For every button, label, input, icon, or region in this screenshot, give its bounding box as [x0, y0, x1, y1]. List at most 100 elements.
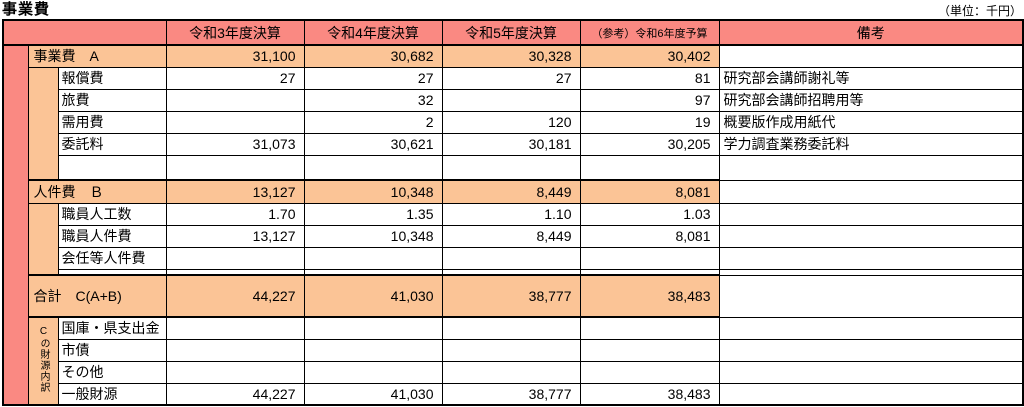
blank-a-r5: [441, 154, 581, 181]
row-label-juyohi: 需用費: [57, 110, 167, 134]
left-pink-band: [2, 44, 29, 406]
blank-label-a: [57, 154, 167, 181]
value-total-r4: 41,030: [303, 274, 443, 318]
value-hoshohi-r3: 27: [165, 66, 305, 90]
value-kainin-r5: [441, 246, 581, 270]
row-label-sonota: その他: [57, 360, 167, 384]
value-kainin-r3: [165, 246, 305, 270]
remarks-ryohi: 研究部会講師招聘用等: [718, 88, 1024, 112]
value-ryohi-r3: [165, 88, 305, 112]
row-label-ippan: 一般財源: [57, 382, 167, 406]
row-ninzu: 職員人工数 1.70 1.35 1.10 1.03: [3, 202, 1024, 276]
value-shisai-r6: [579, 338, 720, 362]
value-shisai-r5: [441, 338, 581, 362]
value-shokuin-r6: 8,081: [579, 224, 720, 248]
value-kokko-r5: [441, 316, 581, 340]
row-kainin: 会任等人件費: [3, 246, 1024, 270]
remarks-itakuryo: 学力調査業務委託料: [718, 132, 1024, 156]
page-title: 事業費: [2, 1, 51, 18]
value-ippan-r4: 41,030: [303, 382, 443, 406]
row-label-jinkenhi: 人件費 Ｂ: [27, 179, 167, 204]
row-kokko: Cの財源内訳 国庫・県支出金: [3, 316, 1024, 406]
remarks-sonota: [718, 360, 1024, 384]
value-ninzu-r3: 1.70: [165, 202, 305, 226]
remarks-juyohi: 概要版作成用紙代: [718, 110, 1024, 134]
value-sonota-r5: [441, 360, 581, 384]
row-hoshohi: 報償費 27 27 27 81 研究部会講師謝礼等: [3, 66, 1024, 181]
remarks-ninzu: [718, 202, 1024, 226]
value-jigyohi-r5: 30,328: [441, 44, 581, 68]
col-header-remarks: 備考: [718, 19, 1024, 46]
row-label-kainin: 会任等人件費: [57, 246, 167, 270]
value-kainin-r4: [303, 246, 443, 270]
remarks-jigyohi: [718, 44, 1024, 68]
header-label-cell: [2, 19, 167, 46]
row-label-shokuin: 職員人件費: [57, 224, 167, 248]
value-juyohi-r6: 19: [579, 110, 720, 134]
remarks-ippan: [718, 382, 1024, 406]
value-ryohi-r5: [441, 88, 581, 112]
budget-table: 令和3年度決算 令和4年度決算 令和5年度決算 （参考）令和6年度予算 備考 事…: [2, 19, 1024, 406]
value-hoshohi-r4: 27: [303, 66, 443, 90]
value-sonota-r6: [579, 360, 720, 384]
value-itakuryo-r5: 30,181: [441, 132, 581, 156]
value-sonota-r4: [303, 360, 443, 384]
value-ninzu-r6: 1.03: [579, 202, 720, 226]
value-shisai-r3: [165, 338, 305, 362]
value-ninzu-r5: 1.10: [441, 202, 581, 226]
value-jinkenhi-r5: 8,449: [441, 179, 581, 204]
remarks-kokko: [718, 316, 1024, 340]
row-jigyohi: 事業費 А 31,100 30,682 30,328 30,402: [2, 44, 1024, 406]
value-hoshohi-r5: 27: [441, 66, 581, 90]
remarks-jinkenhi: [718, 179, 1024, 204]
row-label-itakuryo: 委託料: [57, 132, 167, 156]
value-juyohi-r4: 2: [303, 110, 443, 134]
row-label-total: 合計 C(A+B): [27, 274, 167, 318]
value-juyohi-r3: [165, 110, 305, 134]
value-total-r6: 38,483: [579, 274, 720, 318]
value-jinkenhi-r3: 13,127: [165, 179, 305, 204]
value-itakuryo-r4: 30,621: [303, 132, 443, 156]
value-ryohi-r4: 32: [303, 88, 443, 112]
value-juyohi-r5: 120: [441, 110, 581, 134]
col-header-r5: 令和5年度決算: [441, 19, 581, 46]
blank-a-r3: [165, 154, 305, 181]
remarks-kainin: [718, 246, 1024, 270]
value-itakuryo-r6: 30,205: [579, 132, 720, 156]
indent-strip-b: [27, 202, 59, 276]
row-label-kokko: 国庫・県支出金: [57, 316, 167, 340]
remarks-blank-a: [718, 154, 1024, 181]
remarks-shokuin: [718, 224, 1024, 248]
value-shokuin-r4: 10,348: [303, 224, 443, 248]
row-label-hoshohi: 報償費: [57, 66, 167, 90]
row-ippan: 一般財源 44,227 41,030 38,777 38,483: [3, 382, 1024, 406]
row-label-jigyohi: 事業費 А: [27, 44, 167, 68]
value-total-r5: 38,777: [441, 274, 581, 318]
row-ryohi: 旅費 32 97 研究部会講師招聘用等: [3, 88, 1024, 112]
row-label-ryohi: 旅費: [57, 88, 167, 112]
row-juyohi: 需用費 2 120 19 概要版作成用紙代: [3, 110, 1024, 134]
remarks-hoshohi: 研究部会講師謝礼等: [718, 66, 1024, 90]
row-label-ninzu: 職員人工数: [57, 202, 167, 226]
row-shokuin: 職員人件費 13,127 10,348 8,449 8,081: [3, 224, 1024, 248]
value-hoshohi-r6: 81: [579, 66, 720, 90]
value-itakuryo-r3: 31,073: [165, 132, 305, 156]
blank-a-r6: [579, 154, 720, 181]
value-jinkenhi-r4: 10,348: [303, 179, 443, 204]
value-ninzu-r4: 1.35: [303, 202, 443, 226]
value-total-r3: 44,227: [165, 274, 305, 318]
value-shokuin-r5: 8,449: [441, 224, 581, 248]
row-itakuryo: 委託料 31,073 30,621 30,181 30,205 学力調査業務委託…: [3, 132, 1024, 156]
value-kokko-r4: [303, 316, 443, 340]
row-total: 合計 C(A+B) 44,227 41,030 38,777 38,483: [3, 274, 1024, 318]
value-shisai-r4: [303, 338, 443, 362]
row-sonota: その他: [3, 360, 1024, 384]
value-sonota-r3: [165, 360, 305, 384]
value-ippan-r6: 38,483: [579, 382, 720, 406]
value-jigyohi-r4: 30,682: [303, 44, 443, 68]
zaigen-group-label: Cの財源内訳: [38, 326, 49, 393]
value-shokuin-r3: 13,127: [165, 224, 305, 248]
remarks-shisai: [718, 338, 1024, 362]
value-kainin-r6: [579, 246, 720, 270]
indent-strip-a: [27, 66, 59, 181]
